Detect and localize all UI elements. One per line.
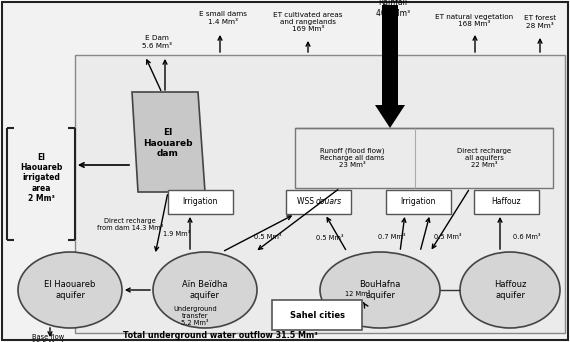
Text: 0.7 Mm³: 0.7 Mm³ bbox=[378, 234, 406, 240]
Text: El
Haouareb
dam: El Haouareb dam bbox=[143, 128, 193, 158]
Text: Haffouz: Haffouz bbox=[491, 197, 521, 207]
Text: Haffouz
aquifer: Haffouz aquifer bbox=[494, 280, 526, 300]
Text: Runoff (flood flow)
Recharge all dams
23 Mm³: Runoff (flood flow) Recharge all dams 23… bbox=[320, 148, 384, 168]
Text: E small dams
1.4 Mm³: E small dams 1.4 Mm³ bbox=[199, 12, 247, 25]
Text: WSS: WSS bbox=[296, 197, 316, 207]
Polygon shape bbox=[375, 105, 405, 128]
Text: 12 Mm³: 12 Mm³ bbox=[345, 291, 371, 297]
Text: ET cultivated areas
and rangelands
169 Mm³: ET cultivated areas and rangelands 169 M… bbox=[273, 12, 343, 32]
Bar bbox=[295, 128, 553, 188]
Bar bbox=[386, 190, 451, 214]
Bar bbox=[168, 190, 233, 214]
Text: 1.9 Mm³: 1.9 Mm³ bbox=[164, 231, 190, 237]
Ellipse shape bbox=[460, 252, 560, 328]
Text: Irrigation: Irrigation bbox=[182, 197, 218, 207]
Text: Irrigation: Irrigation bbox=[400, 197, 435, 207]
Text: 0.5 Mm³: 0.5 Mm³ bbox=[316, 235, 344, 241]
Text: douars: douars bbox=[316, 197, 342, 207]
Bar bbox=[272, 300, 362, 330]
Bar bbox=[286, 190, 351, 214]
Text: Sahel cities: Sahel cities bbox=[290, 311, 344, 319]
Text: Underground
transfer
5.2 Mm³: Underground transfer 5.2 Mm³ bbox=[173, 306, 217, 326]
Text: 0.6 Mm³: 0.6 Mm³ bbox=[513, 234, 541, 240]
Bar bbox=[75, 55, 565, 333]
Text: Base flow
19.5 Mm³: Base flow 19.5 Mm³ bbox=[32, 334, 64, 342]
Text: Total underground water outflow 31.5 Mm³: Total underground water outflow 31.5 Mm³ bbox=[123, 331, 317, 340]
Text: ET natural vegetation
168 Mm³: ET natural vegetation 168 Mm³ bbox=[435, 13, 513, 26]
Ellipse shape bbox=[153, 252, 257, 328]
Bar bbox=[474, 190, 539, 214]
Text: E Dam
5.6 Mm³: E Dam 5.6 Mm³ bbox=[142, 36, 172, 49]
Text: El
Haouareb
irrigated
area
2 Mm³: El Haouareb irrigated area 2 Mm³ bbox=[20, 153, 62, 203]
Text: 0.5 Mm³: 0.5 Mm³ bbox=[434, 234, 462, 240]
Bar bbox=[382, 5, 398, 105]
Polygon shape bbox=[132, 92, 205, 192]
Text: Direct recharge
from dam 14.3 Mm³: Direct recharge from dam 14.3 Mm³ bbox=[97, 219, 163, 232]
Text: El Haouareb
aquifer: El Haouareb aquifer bbox=[44, 280, 96, 300]
Ellipse shape bbox=[320, 252, 440, 328]
Text: 0.5 Mm³: 0.5 Mm³ bbox=[254, 234, 282, 240]
Ellipse shape bbox=[18, 252, 122, 328]
Text: Direct recharge
all aquifers
22 Mm³: Direct recharge all aquifers 22 Mm³ bbox=[457, 148, 511, 168]
Text: Aïn Beïdha
aquifer: Aïn Beïdha aquifer bbox=[182, 280, 228, 300]
Text: ET forest
28 Mm³: ET forest 28 Mm³ bbox=[524, 15, 556, 28]
Text: BouHafna
aquifer: BouHafna aquifer bbox=[359, 280, 401, 300]
Text: Rainfall
409 Mm³: Rainfall 409 Mm³ bbox=[376, 0, 410, 18]
